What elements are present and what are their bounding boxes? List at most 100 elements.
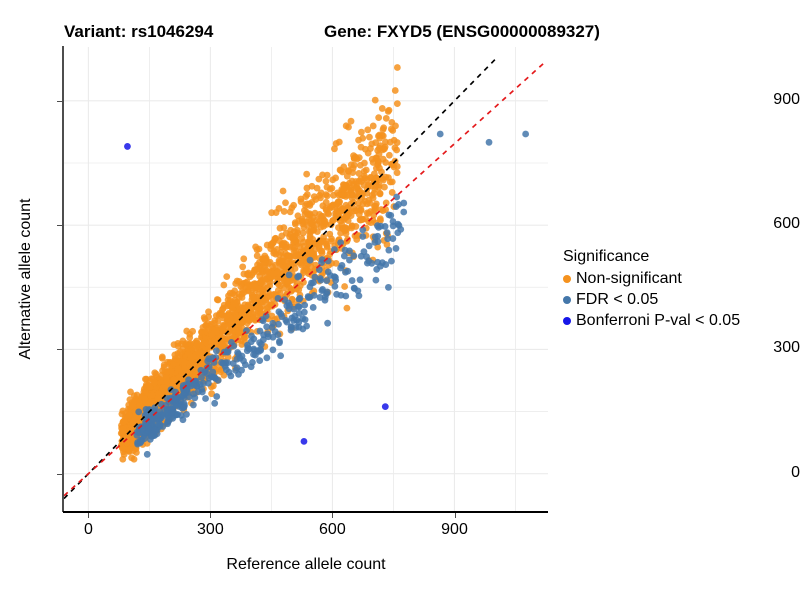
data-point (308, 279, 315, 287)
y-tick-mark (57, 100, 62, 102)
data-point (242, 315, 250, 322)
data-point (324, 319, 332, 327)
data-point (352, 178, 360, 185)
data-point (125, 446, 133, 453)
data-point (400, 199, 408, 207)
legend-item-fdr[interactable]: FDR < 0.05 (563, 289, 799, 310)
data-point (306, 256, 314, 264)
data-point (388, 189, 396, 196)
data-point (380, 124, 388, 132)
data-point (369, 194, 377, 202)
data-point (325, 210, 333, 218)
data-point (356, 276, 364, 284)
x-tick-label: 600 (319, 521, 346, 538)
data-point (146, 435, 154, 443)
data-point (195, 349, 202, 357)
data-point (368, 140, 376, 148)
data-point (166, 398, 173, 406)
data-point (283, 243, 290, 251)
data-point (276, 339, 283, 347)
data-point (213, 347, 220, 355)
data-point (346, 256, 353, 264)
data-point (204, 357, 212, 365)
data-point (386, 138, 394, 146)
data-point (400, 208, 408, 216)
data-point (240, 334, 248, 342)
legend-item-bonferroni[interactable]: Bonferroni P-val < 0.05 (563, 310, 799, 331)
data-point (249, 359, 256, 366)
data-point (385, 151, 393, 159)
data-point (205, 325, 212, 333)
data-point (158, 411, 166, 419)
y-tick-label: 900 (773, 90, 800, 108)
data-point (366, 133, 373, 141)
data-point (522, 130, 530, 138)
data-point (190, 390, 197, 398)
data-point (181, 358, 188, 366)
data-point (323, 171, 331, 179)
data-point (250, 294, 258, 302)
data-point (388, 257, 395, 265)
x-tick-mark (454, 513, 456, 518)
data-point (154, 395, 162, 402)
legend-dot-icon (563, 295, 571, 304)
data-point (322, 205, 330, 212)
data-point (343, 304, 351, 312)
data-point (341, 246, 349, 254)
data-point (305, 270, 313, 278)
data-point (310, 291, 318, 299)
data-point (256, 304, 263, 312)
data-point (327, 221, 335, 229)
data-point (145, 425, 152, 432)
data-point (200, 379, 207, 387)
data-point (308, 199, 316, 206)
y-tick-label: 600 (773, 215, 800, 233)
data-point (359, 226, 367, 234)
data-point (231, 291, 239, 299)
data-point (330, 246, 338, 253)
regression-line (64, 62, 545, 497)
data-point (285, 252, 293, 260)
data-point (328, 184, 336, 192)
data-point (183, 410, 190, 418)
data-point (285, 271, 293, 279)
data-point (205, 363, 213, 371)
x-tick-mark (210, 513, 212, 518)
data-point (255, 348, 263, 355)
data-point (359, 134, 367, 142)
data-point (202, 395, 209, 402)
data-point (295, 272, 303, 280)
data-point (210, 359, 218, 366)
data-point (352, 184, 360, 192)
variant-title: Variant: rs1046294 (64, 22, 214, 41)
data-point (152, 370, 160, 378)
data-point (393, 64, 401, 71)
x-tick-label: 300 (197, 521, 224, 538)
data-point (361, 172, 368, 180)
data-point (221, 335, 229, 343)
data-point (278, 257, 286, 265)
x-tick-mark (88, 513, 90, 518)
data-point (174, 411, 181, 418)
data-point (340, 252, 348, 260)
legend-item-nonsig[interactable]: Non-significant (563, 268, 799, 289)
data-point (249, 314, 257, 322)
data-point (302, 264, 310, 272)
data-point (214, 296, 222, 304)
data-point (189, 381, 197, 388)
data-point (174, 342, 182, 350)
data-point (338, 262, 346, 269)
data-point (385, 283, 392, 291)
data-point (173, 395, 180, 402)
data-point (235, 278, 243, 285)
data-point (347, 117, 355, 125)
data-point (389, 127, 397, 134)
data-point (217, 368, 225, 376)
data-point (290, 228, 298, 235)
data-point (321, 217, 329, 225)
y-tick-mark (57, 473, 62, 475)
data-point (298, 215, 306, 223)
data-point (384, 235, 392, 243)
legend-items: Non-significant FDR < 0.05 Bonferroni P-va… (563, 268, 799, 331)
data-point (239, 263, 247, 271)
